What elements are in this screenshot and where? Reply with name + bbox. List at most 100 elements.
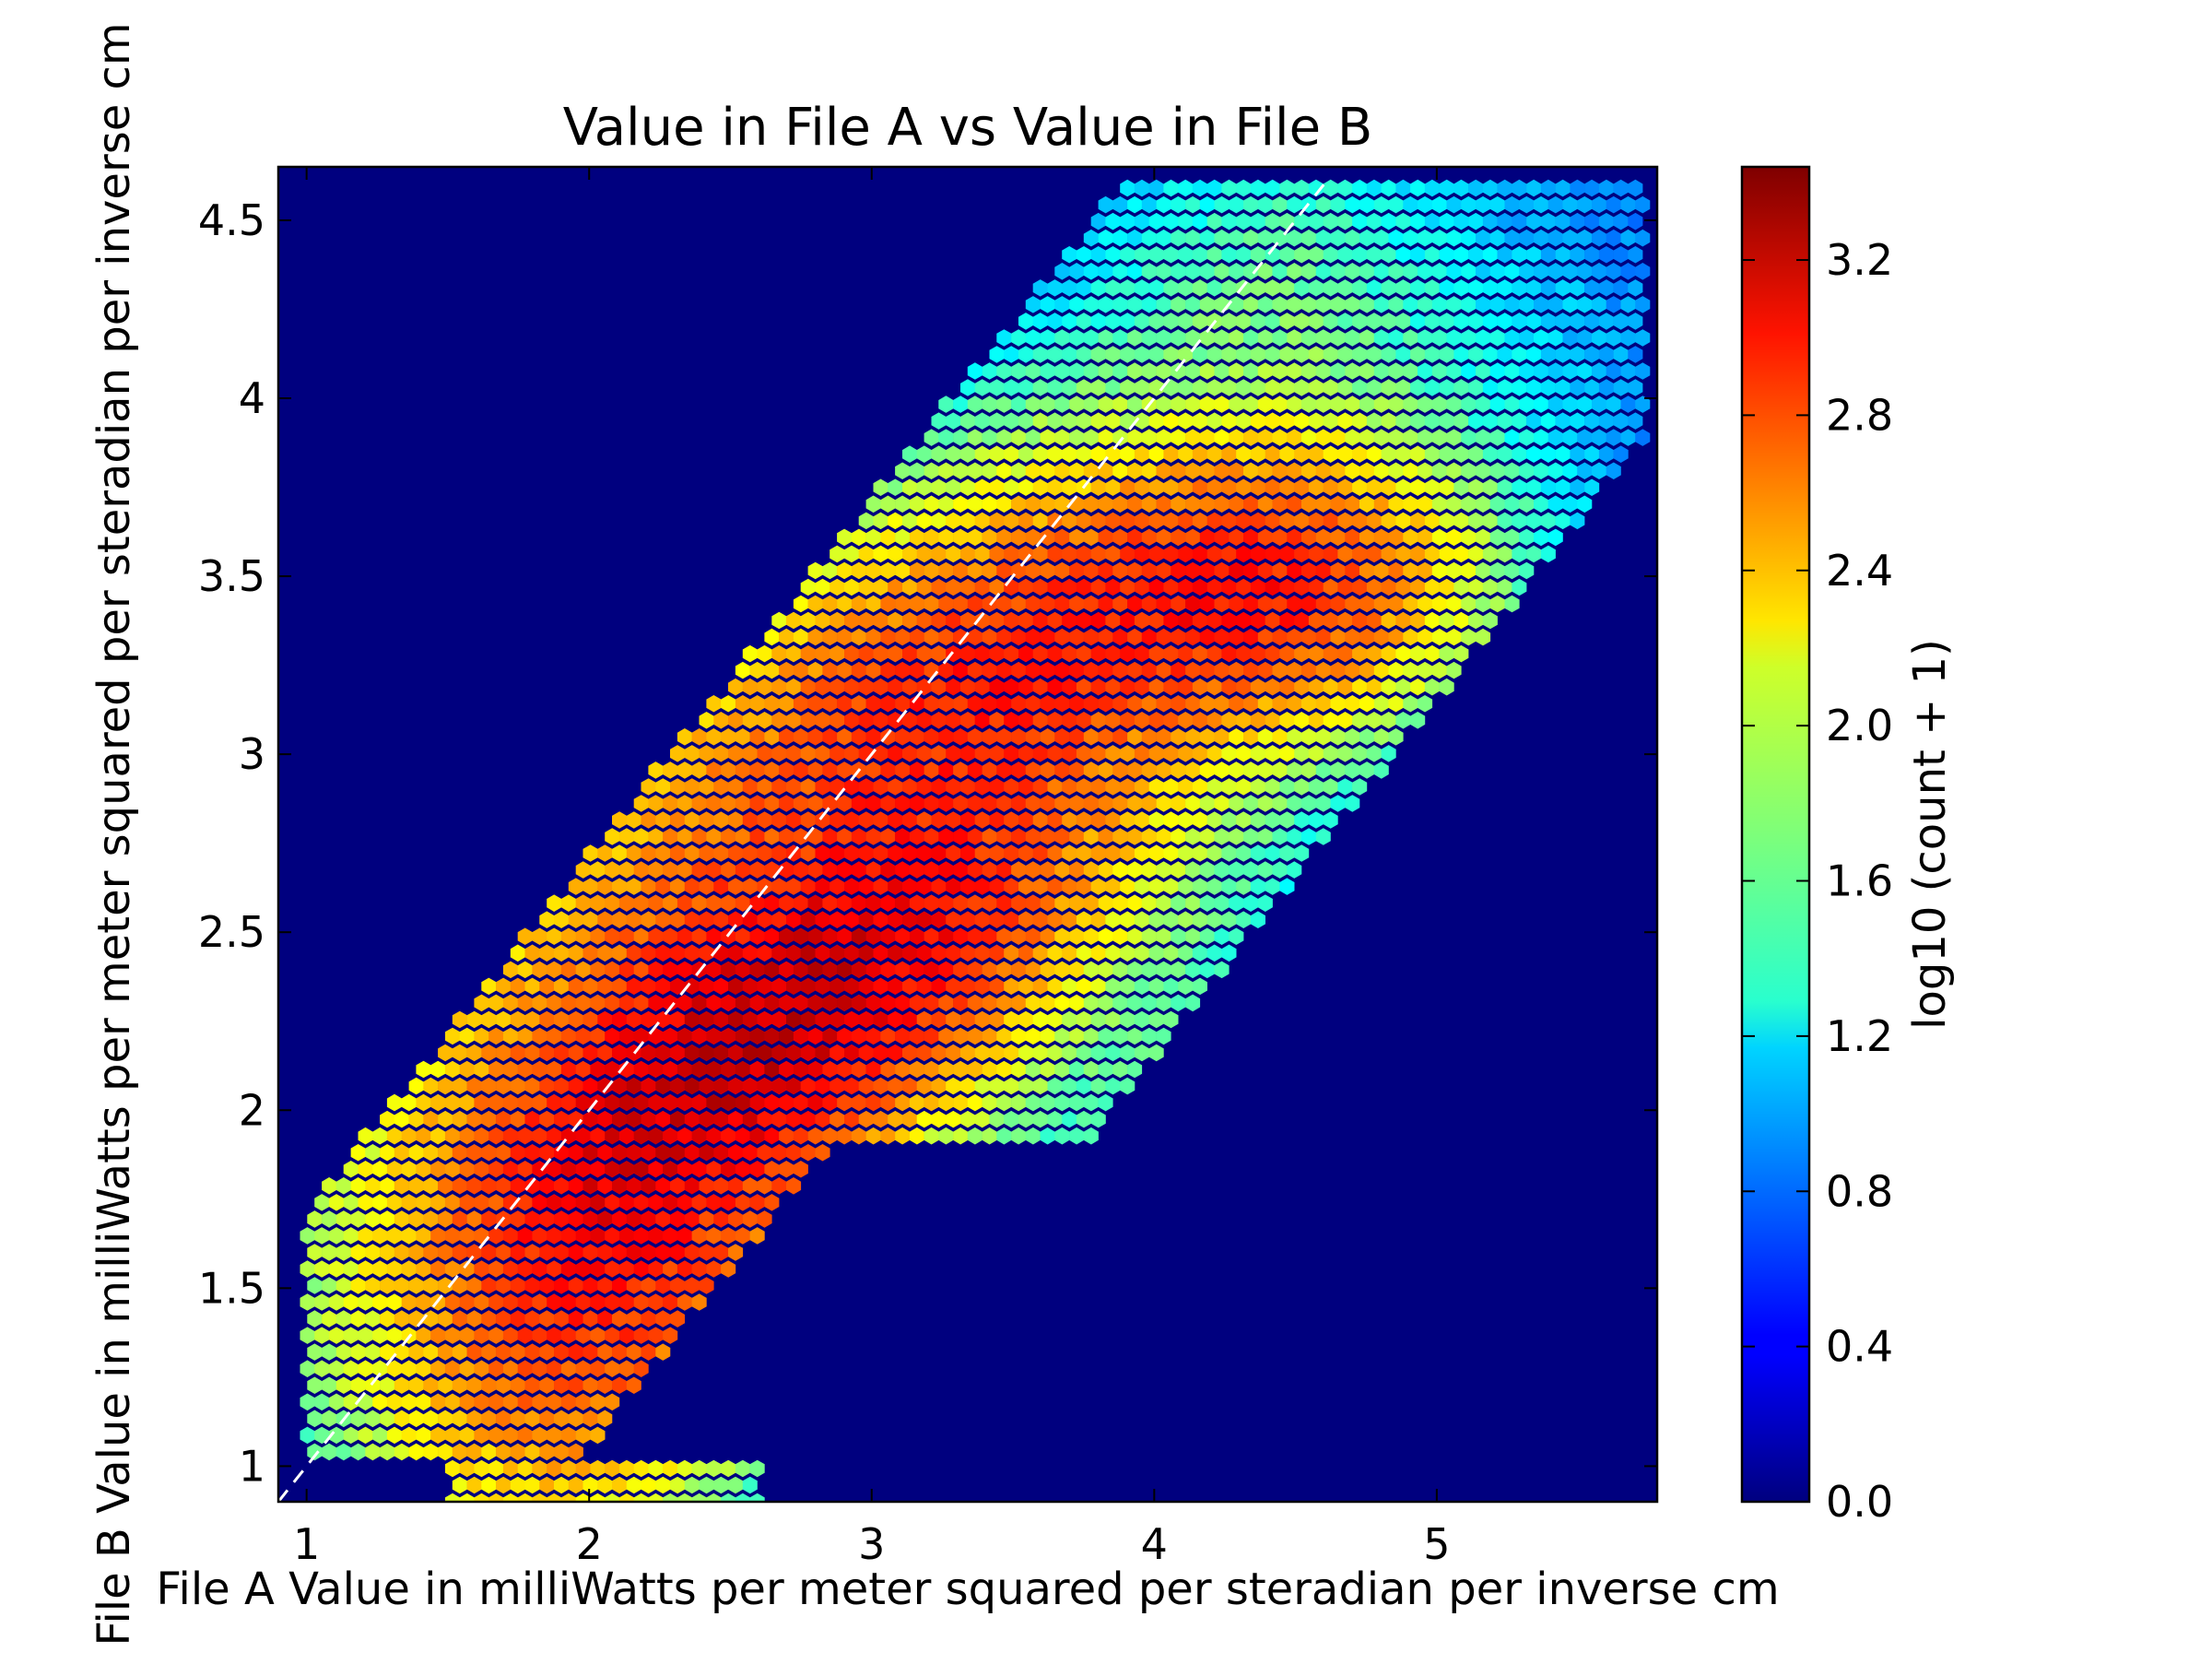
hex-bin <box>1301 429 1317 446</box>
hex-bin <box>996 561 1012 580</box>
hex-bin <box>1381 212 1396 230</box>
hex-bin <box>691 994 707 1012</box>
hex-bin <box>764 728 780 746</box>
hex-bin <box>916 1110 932 1128</box>
hex-bin <box>1221 478 1237 496</box>
hex-bin <box>496 1310 512 1328</box>
hex-bin <box>1206 346 1222 363</box>
hex-bin <box>742 1177 758 1195</box>
hex-bin <box>1236 611 1252 630</box>
hex-bin <box>590 1426 606 1445</box>
hex-bin <box>1163 246 1179 264</box>
hex-bin <box>1221 279 1237 297</box>
hex-bin <box>771 1044 787 1062</box>
hex-bin <box>1418 595 1433 613</box>
hex-bin <box>1373 628 1389 646</box>
hex-bin <box>1199 927 1215 945</box>
hex-bin <box>1032 279 1048 297</box>
hex-bin <box>924 1027 939 1045</box>
hex-bin <box>408 1376 424 1394</box>
hex-bin <box>1069 628 1085 646</box>
hex-bin <box>807 861 823 879</box>
hex-bin <box>1243 429 1259 446</box>
hex-bin <box>728 1110 744 1128</box>
hex-bin <box>1112 894 1128 912</box>
hex-bin <box>1032 778 1048 796</box>
hex-bin <box>670 1244 686 1261</box>
hex-bin <box>728 1010 744 1029</box>
hex-bin <box>1279 279 1295 297</box>
hex-bin <box>1482 412 1498 430</box>
hex-bin <box>488 1493 504 1502</box>
hex-bin <box>822 728 838 746</box>
hex-bin <box>800 911 816 928</box>
hex-bin <box>438 1044 453 1062</box>
hex-bin <box>916 644 932 663</box>
hex-bin <box>1178 678 1194 696</box>
hex-bin <box>677 994 692 1012</box>
hex-bin <box>1628 279 1643 297</box>
hex-bin <box>1069 1127 1085 1145</box>
hex-bin <box>989 778 1005 796</box>
hex-bin <box>1431 195 1447 214</box>
hex-bin <box>532 1227 547 1245</box>
hex-bin <box>895 795 911 812</box>
hex-bin <box>1366 445 1382 463</box>
hex-bin <box>1098 994 1113 1012</box>
hex-bin <box>1171 927 1186 945</box>
hex-bin <box>408 1443 424 1461</box>
hex-bin <box>1076 1110 1091 1128</box>
hex-bin <box>865 628 881 646</box>
hex-bin <box>1178 578 1194 596</box>
hex-bin <box>1120 944 1135 962</box>
x-tick-label: 3 <box>858 1519 885 1569</box>
hex-bin <box>902 545 917 563</box>
hex-bin <box>1171 828 1186 845</box>
hex-bin <box>1192 745 1207 762</box>
hex-bin <box>865 861 881 879</box>
hex-bin <box>996 462 1012 479</box>
hex-bin <box>721 1093 736 1112</box>
hex-bin <box>721 961 736 979</box>
hex-bin <box>605 1459 620 1478</box>
hex-bin <box>459 1161 475 1178</box>
hex-bin <box>626 1110 641 1128</box>
hex-bin <box>655 1044 671 1062</box>
hex-bin <box>1221 778 1237 796</box>
hex-bin <box>1163 313 1179 330</box>
hex-bin <box>335 1443 351 1461</box>
hex-bin <box>749 1161 765 1178</box>
hex-bin <box>1025 1093 1041 1112</box>
hex-bin <box>1083 528 1099 547</box>
hex-bin <box>735 1459 750 1478</box>
hex-bin <box>1018 412 1033 430</box>
hex-bin <box>655 1110 671 1128</box>
hex-bin <box>1315 362 1331 380</box>
hex-bin <box>1243 728 1259 746</box>
hex-bin <box>568 1343 583 1361</box>
hex-bin <box>547 1293 562 1311</box>
hex-bin <box>721 1161 736 1178</box>
hex-bin <box>974 578 990 596</box>
hex-bin <box>1192 811 1207 829</box>
hex-bin <box>416 1093 431 1112</box>
hex-bin <box>1359 195 1375 214</box>
hex-bin <box>1323 578 1338 596</box>
hex-bin <box>1265 844 1280 862</box>
hex-bin <box>851 861 866 879</box>
hex-bin <box>865 1060 881 1079</box>
hex-bin <box>1468 512 1484 530</box>
hex-bin <box>699 778 714 796</box>
hex-bin <box>909 661 924 679</box>
hex-bin <box>807 695 823 713</box>
hex-bin <box>1577 462 1593 479</box>
hex-bin <box>430 1060 446 1079</box>
hex-bin <box>691 1459 707 1478</box>
hex-bin <box>1156 263 1171 280</box>
hex-bin <box>380 1310 395 1328</box>
hex-bin <box>1381 578 1396 596</box>
hex-bin <box>1366 678 1382 696</box>
hex-bin <box>974 478 990 496</box>
hex-bin <box>1395 179 1411 197</box>
hex-bin <box>1352 644 1368 663</box>
